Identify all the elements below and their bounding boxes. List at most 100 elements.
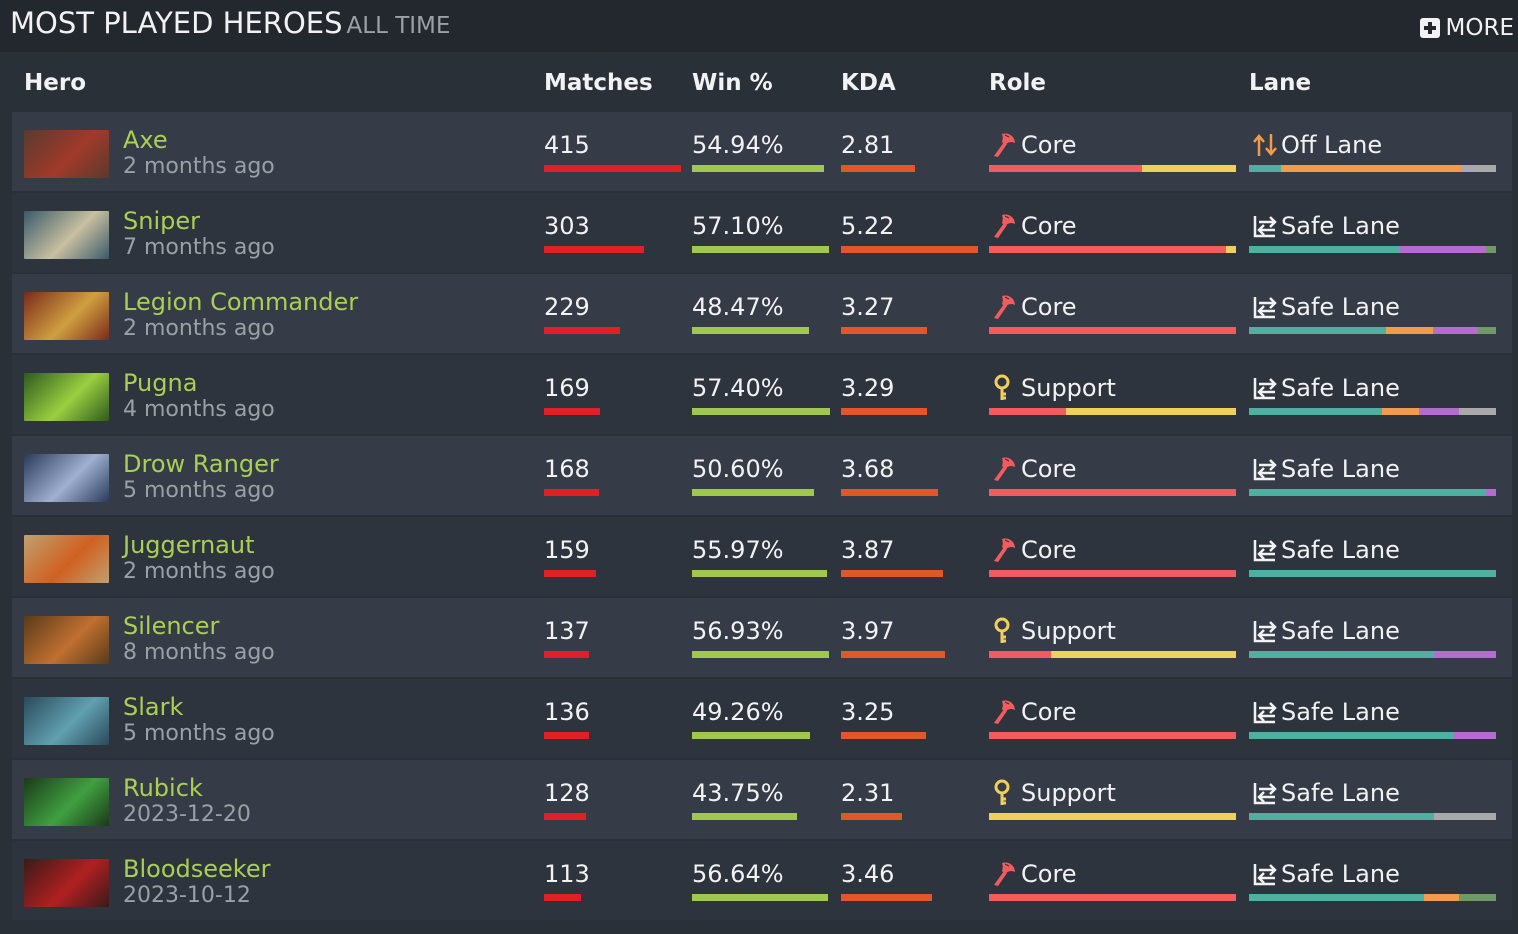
- column-header-role[interactable]: Role: [989, 70, 1046, 96]
- core-icon: [991, 698, 1017, 726]
- table-row[interactable]: Legion Commander 2 months ago 229 48.47% 3.2…: [12, 274, 1512, 353]
- table-row[interactable]: Slark 5 months ago 136 49.26% 3.25 Core Safe L…: [12, 679, 1512, 758]
- role-label: Core: [1021, 293, 1077, 321]
- hero-last-played: 5 months ago: [123, 478, 275, 503]
- role-split-bar: [989, 732, 1236, 739]
- role-core-segment: [989, 408, 1066, 415]
- role-core-segment: [989, 489, 1236, 496]
- kda-value: 3.46: [841, 860, 895, 888]
- safe-lane-icon: [1251, 374, 1277, 402]
- more-button[interactable]: MORE: [1419, 14, 1514, 42]
- lane-split-bar: [1249, 165, 1496, 172]
- table-row[interactable]: Juggernaut 2 months ago 159 55.97% 3.87 Core S…: [12, 517, 1512, 596]
- table-row[interactable]: Rubick 2023-12-20 128 43.75% 2.31 Support Safe…: [12, 760, 1512, 839]
- kda-value: 3.29: [841, 374, 895, 402]
- lane-roam-segment: [1458, 408, 1496, 415]
- table-row[interactable]: Axe 2 months ago 415 54.94% 2.81 Core Off Lane: [12, 112, 1512, 191]
- lane-label: Safe Lane: [1281, 374, 1400, 402]
- hero-name[interactable]: Legion Commander: [123, 288, 359, 316]
- hero-name[interactable]: Pugna: [123, 369, 198, 397]
- role-label: Support: [1021, 779, 1116, 807]
- role-label: Core: [1021, 131, 1077, 159]
- table-row[interactable]: Silencer 8 months ago 137 56.93% 3.97 Support…: [12, 598, 1512, 677]
- lane-label: Off Lane: [1281, 131, 1383, 159]
- table-row[interactable]: Drow Ranger 5 months ago 168 50.60% 3.68 Core…: [12, 436, 1512, 515]
- role-support-segment: [989, 813, 1236, 820]
- lane-label: Safe Lane: [1281, 536, 1400, 564]
- role-label: Core: [1021, 536, 1077, 564]
- lane-split-bar: [1249, 408, 1496, 415]
- support-icon: [991, 617, 1017, 645]
- column-header-matches[interactable]: Matches: [544, 70, 653, 96]
- win-rate-bar: [692, 408, 830, 415]
- hero-name[interactable]: Axe: [123, 126, 168, 154]
- lane-mid-segment: [1419, 408, 1459, 415]
- matches-value: 136: [544, 698, 590, 726]
- column-header-kda[interactable]: KDA: [841, 70, 896, 96]
- lane-off-segment: [1281, 165, 1462, 172]
- win-rate-value: 43.75%: [692, 779, 784, 807]
- role-support-segment: [1065, 408, 1236, 415]
- role-core-segment: [989, 651, 1051, 658]
- hero-name[interactable]: Bloodseeker: [123, 855, 271, 883]
- hero-name[interactable]: Juggernaut: [123, 531, 255, 559]
- pugna-portrait[interactable]: [24, 373, 109, 421]
- safe-lane-icon: [1251, 617, 1277, 645]
- matches-bar: [544, 732, 589, 739]
- column-header-lane[interactable]: Lane: [1249, 70, 1312, 96]
- juggernaut-portrait[interactable]: [24, 535, 109, 583]
- win-rate-bar: [692, 813, 797, 820]
- hero-name[interactable]: Drow Ranger: [123, 450, 279, 478]
- role-support-segment: [1142, 165, 1236, 172]
- rubick-portrait[interactable]: [24, 778, 109, 826]
- off-lane-icon: [1251, 131, 1277, 159]
- kda-value: 5.22: [841, 212, 895, 240]
- matches-value: 128: [544, 779, 590, 807]
- axe-portrait[interactable]: [24, 130, 109, 178]
- panel-title-text: MOST PLAYED HEROES: [10, 6, 343, 40]
- win-rate-value: 57.40%: [692, 374, 784, 402]
- hero-name[interactable]: Silencer: [123, 612, 220, 640]
- lane-off-segment: [1382, 408, 1420, 415]
- slark-portrait[interactable]: [24, 697, 109, 745]
- win-rate-value: 54.94%: [692, 131, 784, 159]
- column-header-win[interactable]: Win %: [692, 70, 773, 96]
- silencer-portrait[interactable]: [24, 616, 109, 664]
- role-core-segment: [989, 246, 1227, 253]
- matches-value: 229: [544, 293, 590, 321]
- role-label: Support: [1021, 617, 1116, 645]
- table-row[interactable]: Bloodseeker 2023-10-12 113 56.64% 3.46 Core Sa…: [12, 841, 1512, 920]
- hero-name[interactable]: Slark: [123, 693, 184, 721]
- table-row[interactable]: Sniper 7 months ago 303 57.10% 5.22 Core Safe …: [12, 193, 1512, 272]
- win-rate-bar: [692, 246, 829, 253]
- hero-last-played: 8 months ago: [123, 640, 275, 665]
- hero-name[interactable]: Rubick: [123, 774, 203, 802]
- lane-label: Safe Lane: [1281, 617, 1400, 645]
- sniper-portrait[interactable]: [24, 211, 109, 259]
- matches-bar: [544, 651, 589, 658]
- matches-bar: [544, 246, 644, 253]
- role-split-bar: [989, 813, 1236, 820]
- drow-ranger-portrait[interactable]: [24, 454, 109, 502]
- lane-split-bar: [1249, 489, 1496, 496]
- role-core-segment: [989, 165, 1143, 172]
- core-icon: [991, 212, 1017, 240]
- hero-name[interactable]: Sniper: [123, 207, 200, 235]
- table-row[interactable]: Pugna 4 months ago 169 57.40% 3.29 Support Saf…: [12, 355, 1512, 434]
- hero-last-played: 2 months ago: [123, 154, 275, 179]
- lane-split-bar: [1249, 246, 1496, 253]
- more-label: MORE: [1445, 15, 1514, 41]
- role-label: Core: [1021, 455, 1077, 483]
- lane-safe-segment: [1249, 408, 1383, 415]
- lane-label: Safe Lane: [1281, 779, 1400, 807]
- table-header: Hero Matches Win % KDA Role Lane: [12, 62, 1512, 112]
- lane-mid-segment: [1454, 732, 1496, 739]
- kda-value: 3.27: [841, 293, 895, 321]
- bloodseeker-portrait[interactable]: [24, 859, 109, 907]
- legion-commander-portrait[interactable]: [24, 292, 109, 340]
- matches-value: 169: [544, 374, 590, 402]
- lane-off-segment: [1424, 894, 1459, 901]
- column-header-hero[interactable]: Hero: [24, 70, 86, 96]
- kda-bar: [841, 489, 938, 496]
- role-split-bar: [989, 408, 1236, 415]
